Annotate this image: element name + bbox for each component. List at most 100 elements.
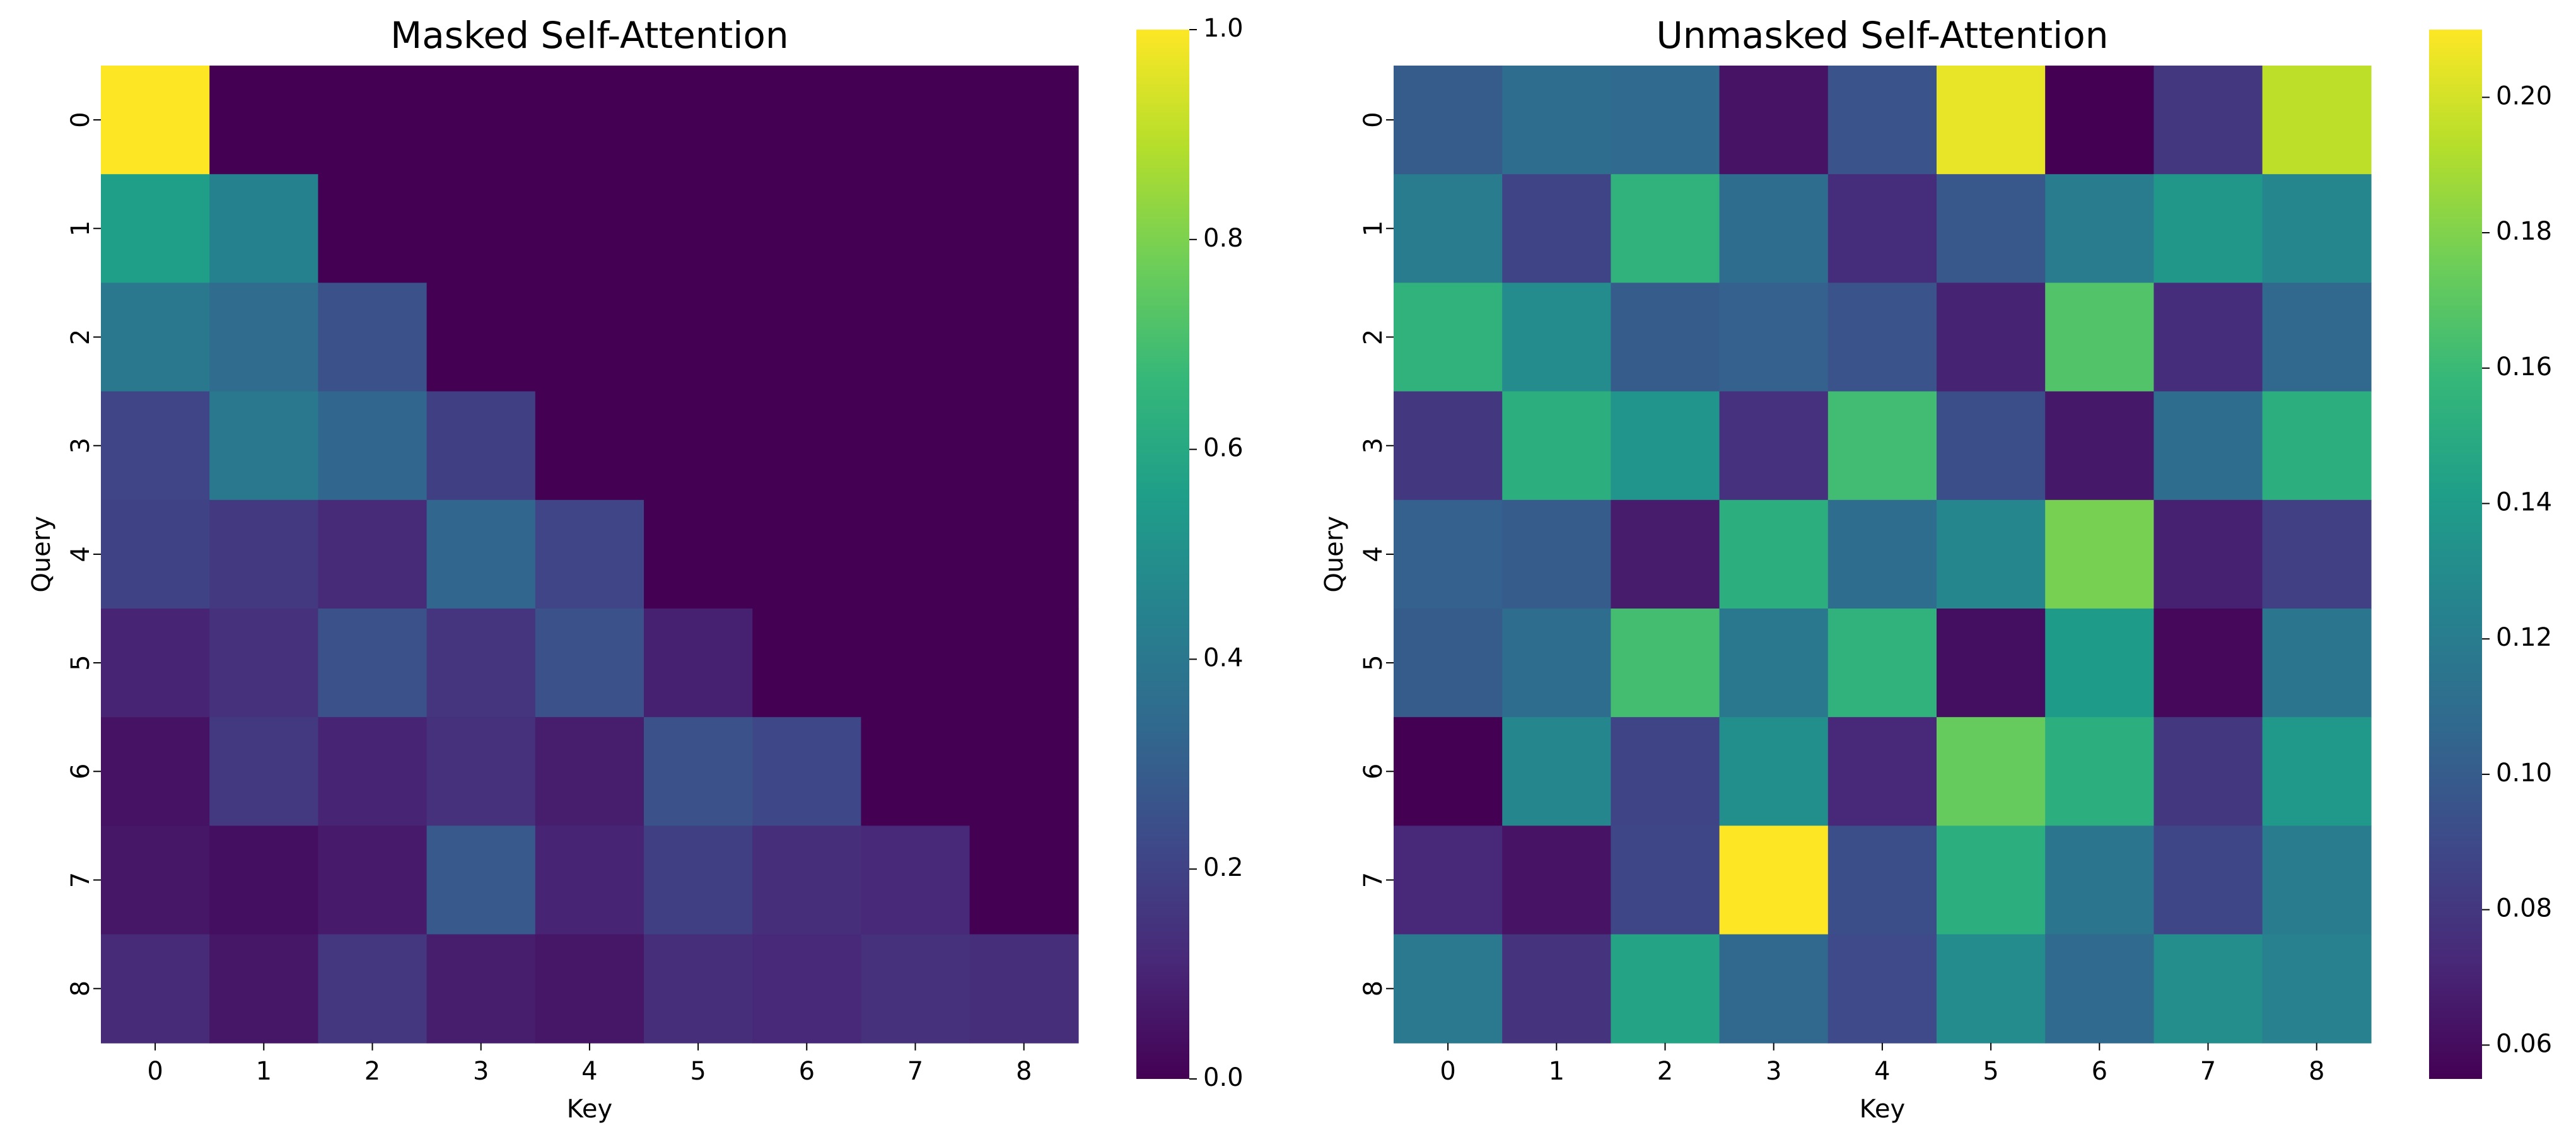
unmasked-colorbar-tick-label: 0.08 (2496, 894, 2552, 923)
masked-y-tick-label: 0 (66, 112, 95, 127)
unmasked-cell-r5-c7 (2153, 609, 2263, 718)
masked-colorbar-tick-label: 0.0 (1203, 1063, 1244, 1092)
masked-y-tick-label: 5 (66, 655, 95, 670)
masked-cell-r6-c2 (318, 717, 428, 827)
unmasked-cell-r2-c3 (1719, 283, 1829, 392)
masked-cell-r7-c4 (535, 825, 644, 935)
unmasked-cell-r0-c4 (1827, 66, 1937, 175)
masked-cell-r6-c0 (101, 717, 210, 827)
masked-cell-r2-c6 (752, 283, 862, 392)
masked-cell-r1-c6 (752, 174, 862, 284)
unmasked-cell-r2-c0 (1394, 283, 1503, 392)
unmasked-cell-r5-c6 (2045, 609, 2155, 718)
unmasked-x-axis-label: Key (1860, 1095, 1906, 1124)
masked-cell-r3-c1 (209, 391, 319, 501)
unmasked-cell-r0-c3 (1719, 66, 1829, 175)
masked-cell-r2-c3 (426, 283, 536, 392)
unmasked-cell-r3-c7 (2153, 391, 2263, 501)
masked-y-tick-label: 4 (66, 546, 95, 562)
masked-cell-r7-c0 (101, 825, 210, 935)
masked-cell-r8-c3 (426, 934, 536, 1044)
unmasked-y-tick-label: 0 (1359, 112, 1388, 127)
unmasked-y-tick-label: 5 (1359, 655, 1388, 670)
masked-cell-r2-c7 (861, 283, 970, 392)
masked-colorbar (1136, 30, 1189, 1079)
unmasked-cell-r3-c0 (1394, 391, 1503, 501)
unmasked-cell-r4-c6 (2045, 499, 2155, 609)
masked-colorbar-tick-label: 0.6 (1203, 434, 1244, 463)
unmasked-cell-r0-c8 (2262, 66, 2372, 175)
masked-cell-r8-c0 (101, 934, 210, 1044)
unmasked-cell-r0-c1 (1502, 66, 1612, 175)
unmasked-cell-r2-c6 (2045, 283, 2155, 392)
masked-cell-r8-c2 (318, 934, 428, 1044)
unmasked-y-tick-label: 6 (1359, 764, 1388, 779)
unmasked-cell-r8-c1 (1502, 934, 1612, 1044)
unmasked-cell-r2-c8 (2262, 283, 2372, 392)
unmasked-cell-r1-c2 (1611, 174, 1720, 284)
masked-cell-r8-c6 (752, 934, 862, 1044)
masked-cell-r3-c7 (861, 391, 970, 501)
unmasked-cell-r6-c8 (2262, 717, 2372, 827)
masked-colorbar-tick-label: 0.2 (1203, 853, 1244, 882)
masked-x-tick-label: 0 (147, 1057, 163, 1086)
unmasked-cell-r1-c5 (1937, 174, 2046, 284)
masked-cell-r4-c2 (318, 499, 428, 609)
unmasked-colorbar-tick-label: 0.20 (2496, 81, 2552, 110)
masked-x-tick-label: 5 (690, 1057, 706, 1086)
masked-cell-r4-c5 (644, 499, 753, 609)
masked-cell-r0-c3 (426, 66, 536, 175)
masked-y-tick-label: 6 (66, 764, 95, 779)
unmasked-cell-r7-c7 (2153, 825, 2263, 935)
unmasked-y-tick-label: 3 (1359, 438, 1388, 453)
unmasked-colorbar-tick-label: 0.06 (2496, 1029, 2552, 1058)
masked-colorbar-tick-label: 1.0 (1203, 14, 1244, 43)
unmasked-y-tick-label: 8 (1359, 981, 1388, 996)
masked-cell-r7-c7 (861, 825, 970, 935)
masked-cell-r0-c0 (101, 66, 210, 175)
masked-cell-r3-c4 (535, 391, 644, 501)
masked-x-tick-label: 6 (799, 1057, 815, 1086)
masked-cell-r5-c2 (318, 609, 428, 718)
unmasked-cell-r8-c3 (1719, 934, 1829, 1044)
unmasked-cell-r6-c6 (2045, 717, 2155, 827)
unmasked-cell-r1-c0 (1394, 174, 1503, 284)
unmasked-cell-r2-c5 (1937, 283, 2046, 392)
unmasked-cell-r8-c7 (2153, 934, 2263, 1044)
masked-cell-r3-c8 (969, 391, 1079, 501)
masked-cell-r5-c4 (535, 609, 644, 718)
masked-cell-r5-c0 (101, 609, 210, 718)
masked-cell-r6-c6 (752, 717, 862, 827)
masked-cell-r0-c4 (535, 66, 644, 175)
masked-y-tick-label: 1 (66, 221, 95, 236)
unmasked-cell-r3-c4 (1827, 391, 1937, 501)
unmasked-cell-r2-c2 (1611, 283, 1720, 392)
unmasked-cell-r6-c4 (1827, 717, 1937, 827)
unmasked-x-tick-label: 6 (2092, 1057, 2107, 1086)
unmasked-cell-r4-c4 (1827, 499, 1937, 609)
masked-cell-r5-c6 (752, 609, 862, 718)
unmasked-cell-r7-c4 (1827, 825, 1937, 935)
unmasked-cell-r4-c0 (1394, 499, 1503, 609)
unmasked-chart-title: Unmasked Self-Attention (1656, 14, 2108, 57)
masked-cell-r1-c8 (969, 174, 1079, 284)
masked-cell-r1-c4 (535, 174, 644, 284)
masked-cell-r0-c8 (969, 66, 1079, 175)
unmasked-x-tick-label: 5 (1983, 1057, 1998, 1086)
masked-cell-r0-c5 (644, 66, 753, 175)
unmasked-cell-r5-c1 (1502, 609, 1612, 718)
unmasked-cell-r6-c3 (1719, 717, 1829, 827)
masked-cell-r8-c5 (644, 934, 753, 1044)
masked-y-tick-label: 7 (66, 872, 95, 888)
unmasked-cell-r3-c6 (2045, 391, 2155, 501)
masked-cell-r0-c7 (861, 66, 970, 175)
unmasked-cell-r2-c4 (1827, 283, 1937, 392)
masked-cell-r6-c5 (644, 717, 753, 827)
unmasked-cell-r6-c2 (1611, 717, 1720, 827)
unmasked-cell-r8-c6 (2045, 934, 2155, 1044)
unmasked-cell-r0-c0 (1394, 66, 1503, 175)
unmasked-y-axis-label: Query (1320, 516, 1349, 593)
masked-x-tick-label: 4 (581, 1057, 597, 1086)
masked-cell-r6-c8 (969, 717, 1079, 827)
